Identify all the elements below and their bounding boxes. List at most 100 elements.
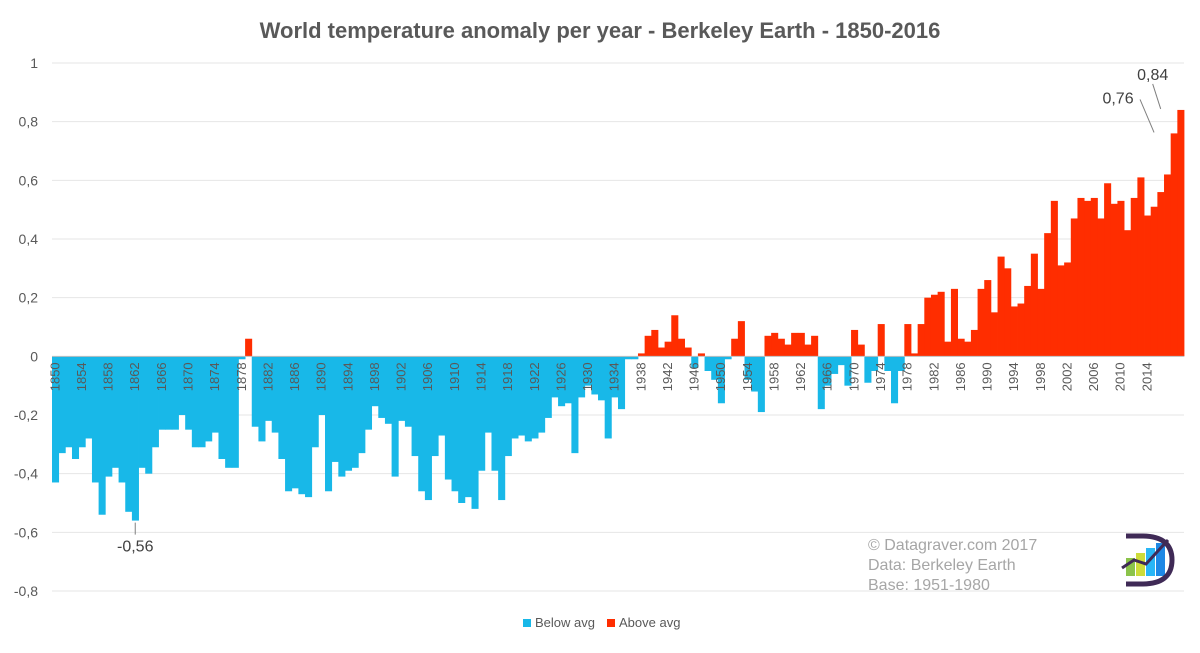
bar-above-avg — [804, 344, 812, 357]
bar-above-avg — [677, 338, 685, 357]
x-tick-label: 1878 — [234, 362, 249, 391]
bar-below-avg — [558, 356, 566, 407]
bar-above-avg — [764, 335, 772, 357]
annotation-leader — [1139, 99, 1155, 133]
bar-below-avg — [218, 356, 226, 459]
bar-below-avg — [305, 356, 313, 498]
bar-above-avg — [1177, 109, 1185, 357]
x-tick-label: 1942 — [660, 362, 675, 391]
bar-above-avg — [1124, 230, 1132, 357]
x-tick-label: 1966 — [820, 362, 835, 391]
x-tick-label: 1922 — [527, 362, 542, 391]
bar-above-avg — [851, 329, 859, 357]
bar-above-avg — [791, 332, 799, 357]
bar-below-avg — [344, 356, 353, 471]
grid-layer — [52, 62, 1184, 592]
bar-below-avg — [704, 356, 712, 371]
bar-below-avg — [831, 356, 839, 374]
datagraver-logo-icon: D — [1121, 533, 1175, 587]
bar-below-avg — [185, 356, 193, 430]
logo-letter: D — [1128, 554, 1129, 556]
x-tick-label: 1998 — [1033, 362, 1048, 391]
x-tick-label: 1910 — [447, 362, 462, 391]
bar-below-avg — [438, 356, 446, 436]
legend-swatch-above — [607, 619, 615, 627]
bar-above-avg — [644, 335, 652, 357]
bar-below-avg — [311, 356, 319, 448]
x-tick-label: 1950 — [713, 362, 728, 391]
bar-below-avg — [298, 356, 306, 495]
bar-above-avg — [970, 329, 978, 357]
bar-below-avg — [757, 356, 765, 413]
bar-above-avg — [637, 353, 646, 357]
bar-below-avg — [231, 356, 239, 468]
bar-below-avg — [844, 356, 852, 386]
bar-below-avg — [538, 356, 546, 433]
bar-below-avg — [864, 356, 872, 383]
bar-above-avg — [917, 324, 925, 357]
bar-above-avg — [1030, 253, 1038, 357]
bar-above-avg — [1117, 200, 1125, 357]
bar-above-avg — [997, 256, 1005, 357]
x-tick-label: 1938 — [633, 362, 648, 391]
bar-below-avg — [318, 356, 326, 415]
bar-above-avg — [1077, 197, 1085, 357]
x-tick-label: 1866 — [154, 362, 169, 391]
bar-above-avg — [990, 312, 998, 357]
bar-below-avg — [691, 356, 699, 369]
bar-above-avg — [1010, 306, 1018, 357]
y-tick-label: -0,4 — [14, 466, 38, 482]
legend-label-above: Above avg — [619, 615, 680, 630]
x-tick-label: 2010 — [1113, 362, 1128, 391]
bar-below-avg — [131, 356, 139, 521]
bar-below-avg — [325, 356, 333, 492]
bar-below-avg — [591, 356, 599, 395]
bar-above-avg — [1157, 192, 1165, 357]
bar-below-avg — [484, 356, 492, 433]
bar-above-avg — [657, 347, 666, 357]
bar-above-avg — [1137, 177, 1145, 357]
y-tick-label: 0 — [30, 348, 38, 364]
bar-below-avg — [198, 356, 206, 448]
bar-below-avg — [891, 356, 899, 404]
x-tick-label: 1854 — [74, 362, 89, 391]
bar-above-avg — [664, 341, 672, 357]
bar-above-avg — [731, 338, 739, 357]
bar-below-avg — [191, 356, 199, 448]
bar-below-avg — [744, 356, 752, 380]
bar-below-avg — [464, 356, 472, 498]
bar-above-avg — [1130, 197, 1138, 357]
x-tick-label: 1890 — [314, 362, 329, 391]
x-tick-label: 1874 — [207, 362, 222, 391]
annotation-leader — [1152, 83, 1162, 110]
bar-below-avg — [358, 356, 366, 454]
bar-below-avg — [611, 356, 619, 398]
bar-below-avg — [331, 356, 339, 462]
bar-below-avg — [58, 356, 66, 454]
bar-below-avg — [724, 356, 732, 360]
bar-below-avg — [338, 356, 346, 477]
x-tick-label: 1946 — [687, 362, 702, 391]
bar-below-avg — [584, 356, 592, 386]
bar-below-avg — [111, 356, 119, 468]
bar-below-avg — [518, 356, 526, 436]
y-tick-label: -0,6 — [14, 524, 38, 540]
bar-below-avg — [138, 356, 146, 468]
legend-swatch-below — [523, 619, 531, 627]
bar-above-avg — [671, 315, 679, 357]
bar-above-avg — [1050, 200, 1058, 357]
bar-above-avg — [984, 280, 992, 357]
bar-below-avg — [91, 356, 100, 483]
bar-below-avg — [598, 356, 606, 401]
bar-above-avg — [811, 335, 819, 357]
bar-above-avg — [1037, 288, 1045, 357]
bar-above-avg — [1017, 303, 1025, 357]
bar-below-avg — [551, 356, 559, 398]
bar-below-avg — [85, 356, 93, 439]
bar-above-avg — [697, 353, 705, 357]
bar-below-avg — [78, 356, 86, 448]
bar-above-avg — [1024, 285, 1032, 357]
y-tick-label: 1 — [30, 55, 38, 71]
bar-above-avg — [1057, 265, 1065, 357]
